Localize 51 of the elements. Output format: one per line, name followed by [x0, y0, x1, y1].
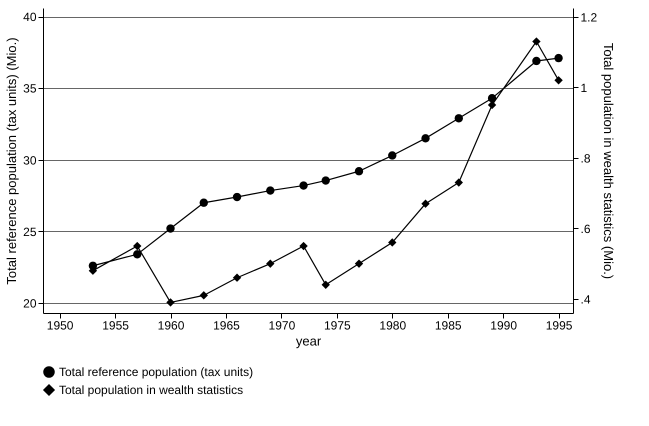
y-tick-label: 35 [23, 82, 37, 96]
point [322, 176, 330, 185]
x-tick-label: 1995 [546, 318, 573, 332]
y2-tick-label: 1 [580, 80, 588, 95]
point [266, 259, 274, 268]
x-tick-label: 1980 [379, 318, 406, 332]
x-tick-label: 1950 [46, 318, 74, 332]
point [232, 274, 242, 282]
point [133, 242, 142, 250]
y-tick-label: 20 [23, 296, 37, 310]
point [322, 280, 330, 289]
x-tick-label: 1975 [324, 318, 351, 332]
point [354, 167, 364, 176]
point [166, 298, 175, 307]
x-tick-label: 1970 [268, 318, 296, 332]
x-tick-label: 1965 [213, 318, 240, 332]
point [421, 134, 430, 142]
point [554, 54, 563, 62]
y2-tick-label: .4 [580, 292, 591, 306]
y2-tick-label: .6 [580, 222, 591, 236]
x-axis-title: year [296, 334, 322, 348]
point [299, 242, 308, 250]
point [166, 224, 175, 233]
x-tick-label: 1990 [490, 318, 518, 332]
point [421, 200, 430, 208]
y2-tick-label: 1.2 [580, 10, 598, 24]
y2-axis-title: Total population in wealth statistics (Mio.) [601, 42, 616, 280]
y-tick-label: 30 [23, 153, 37, 168]
point [532, 56, 541, 66]
legend-label: Total population in wealth statistics [59, 383, 244, 397]
point [454, 178, 463, 187]
point [554, 76, 563, 84]
x-tick-label: 1960 [158, 318, 185, 332]
y-tick-label: 25 [23, 224, 37, 239]
legend-label: Total reference population (tax units) [59, 365, 254, 379]
y-tick-label: 40 [23, 10, 37, 24]
point [388, 238, 396, 247]
point [354, 259, 364, 268]
point [388, 151, 396, 160]
point [133, 250, 142, 258]
y2-tick-label: .8 [580, 151, 591, 166]
point [200, 198, 208, 207]
x-tick-label: 1985 [434, 318, 462, 332]
y-axis-title: Total reference population (tax units) (Mio.) [4, 37, 20, 285]
point [200, 291, 208, 300]
point [299, 181, 308, 190]
point [266, 186, 274, 195]
point [232, 192, 242, 202]
point [454, 114, 463, 122]
point [532, 37, 541, 46]
x-tick-label: 1955 [102, 318, 130, 332]
